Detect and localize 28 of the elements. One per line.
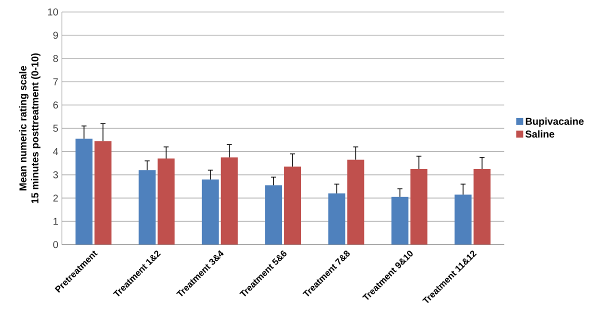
- y-axis-title: Mean numeric rating scale 15 minutes posttreatment (0-10): [19, 53, 40, 203]
- bar: [94, 140, 112, 244]
- y-tick-label: 7: [53, 78, 58, 85]
- y-tick-label: 1: [54, 218, 58, 225]
- legend-label: Saline: [525, 130, 554, 138]
- y-tick-label: 10: [48, 8, 58, 16]
- y-tick-label: 4: [53, 148, 58, 155]
- y-tick-label: 5: [53, 124, 58, 132]
- bar: [328, 193, 346, 244]
- legend-label: Bupivacaine: [526, 117, 584, 127]
- y-tick-label: 6: [53, 101, 58, 108]
- bar: [454, 194, 472, 244]
- y-tick-label: 9: [53, 31, 58, 39]
- bar: [265, 185, 282, 244]
- y-tick-label: 2: [53, 194, 58, 202]
- bar: [347, 159, 364, 244]
- bar: [158, 158, 175, 244]
- y-tick-label: 8: [53, 54, 58, 62]
- y-tick-label: 3: [53, 171, 58, 178]
- y-tick-label: 0: [53, 240, 58, 248]
- bar: [474, 168, 491, 244]
- bar: [76, 138, 92, 244]
- bar: [202, 179, 219, 244]
- bar: [284, 166, 302, 244]
- bar: [391, 196, 408, 244]
- bar: [138, 170, 156, 244]
- bar: [410, 168, 428, 244]
- bar: [220, 157, 238, 244]
